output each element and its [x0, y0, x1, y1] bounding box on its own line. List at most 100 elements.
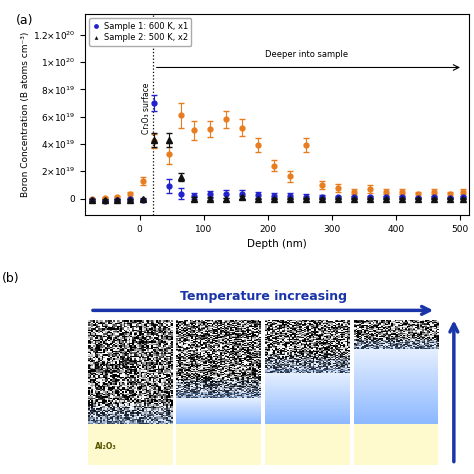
Bar	[265, 377, 350, 378]
Bar	[176, 413, 261, 414]
Bar	[354, 412, 438, 415]
Bar	[354, 403, 438, 405]
Bar	[354, 344, 438, 345]
Bar	[354, 346, 438, 347]
Bar	[176, 412, 261, 413]
Bar	[265, 360, 350, 362]
Bar	[176, 421, 261, 422]
Bar	[88, 410, 173, 411]
Bar	[265, 401, 350, 402]
Bar	[354, 420, 438, 422]
Bar	[265, 409, 350, 410]
Bar	[265, 395, 350, 396]
Bar	[265, 411, 350, 413]
Bar	[265, 406, 350, 408]
Bar	[354, 345, 438, 346]
Bar	[354, 338, 438, 339]
Bar	[176, 398, 261, 399]
Text: Temperature increasing: Temperature increasing	[180, 290, 346, 303]
Bar	[354, 392, 438, 394]
Bar	[354, 364, 438, 366]
Bar	[176, 423, 261, 424]
Bar	[265, 362, 350, 364]
Bar	[265, 356, 350, 358]
Bar	[176, 414, 261, 415]
Bar	[176, 389, 261, 391]
Bar	[354, 362, 438, 364]
Bar	[354, 348, 438, 351]
Bar	[354, 377, 438, 379]
Bar	[176, 422, 261, 423]
Bar	[176, 395, 261, 397]
Bar	[265, 382, 350, 383]
Text: Deeper into sample: Deeper into sample	[264, 50, 347, 59]
Bar	[354, 343, 438, 344]
Bar	[88, 417, 173, 418]
Bar	[354, 383, 438, 384]
Bar	[176, 404, 261, 405]
Bar	[176, 383, 261, 385]
Bar	[265, 397, 350, 399]
Y-axis label: Boron Concentration (B atoms cm⁻³): Boron Concentration (B atoms cm⁻³)	[21, 32, 30, 197]
Bar	[176, 378, 261, 379]
Bar	[176, 419, 261, 420]
Bar	[354, 342, 438, 343]
Bar	[88, 405, 173, 407]
Bar	[176, 401, 261, 402]
Bar	[354, 393, 438, 396]
Bar	[265, 383, 350, 385]
Bar	[265, 384, 350, 386]
Bar	[265, 387, 350, 389]
Bar	[265, 402, 350, 404]
Bar	[176, 400, 261, 401]
Bar	[354, 416, 438, 419]
Bar	[354, 379, 438, 381]
Bar	[176, 417, 261, 418]
Bar	[88, 412, 173, 414]
Bar	[176, 402, 261, 403]
Bar	[176, 391, 261, 392]
Bar	[88, 407, 173, 408]
Bar	[265, 396, 350, 397]
Bar	[265, 365, 350, 366]
Bar	[265, 424, 350, 465]
Bar	[265, 379, 350, 381]
Bar	[265, 372, 350, 374]
Bar	[176, 376, 261, 378]
Bar	[354, 384, 438, 386]
Bar	[354, 358, 438, 360]
Bar	[354, 386, 438, 388]
Bar	[88, 421, 173, 422]
Bar	[265, 391, 350, 392]
Text: Cr₂O₃ surface: Cr₂O₃ surface	[142, 82, 151, 134]
Bar	[176, 400, 261, 401]
Bar	[88, 415, 173, 417]
Bar	[176, 410, 261, 411]
Bar	[176, 385, 261, 386]
Bar	[88, 414, 173, 415]
Bar	[176, 424, 261, 465]
Bar	[354, 399, 438, 401]
Bar	[88, 422, 173, 424]
Bar	[265, 412, 350, 414]
Bar	[265, 388, 350, 390]
Bar	[354, 352, 438, 355]
Bar	[265, 378, 350, 380]
Bar	[265, 359, 350, 361]
Bar	[265, 399, 350, 400]
Bar	[354, 405, 438, 407]
Bar	[265, 415, 350, 417]
Bar	[88, 424, 173, 465]
Text: Al₂O₃: Al₂O₃	[94, 442, 116, 451]
Bar	[176, 405, 261, 406]
Bar	[265, 369, 350, 371]
Bar	[265, 410, 350, 411]
Bar	[265, 416, 350, 418]
Bar	[176, 392, 261, 393]
Bar	[354, 339, 438, 340]
Bar	[176, 420, 261, 421]
Bar	[88, 418, 173, 419]
Bar	[176, 422, 261, 423]
Bar	[265, 386, 350, 387]
Bar	[354, 390, 438, 392]
